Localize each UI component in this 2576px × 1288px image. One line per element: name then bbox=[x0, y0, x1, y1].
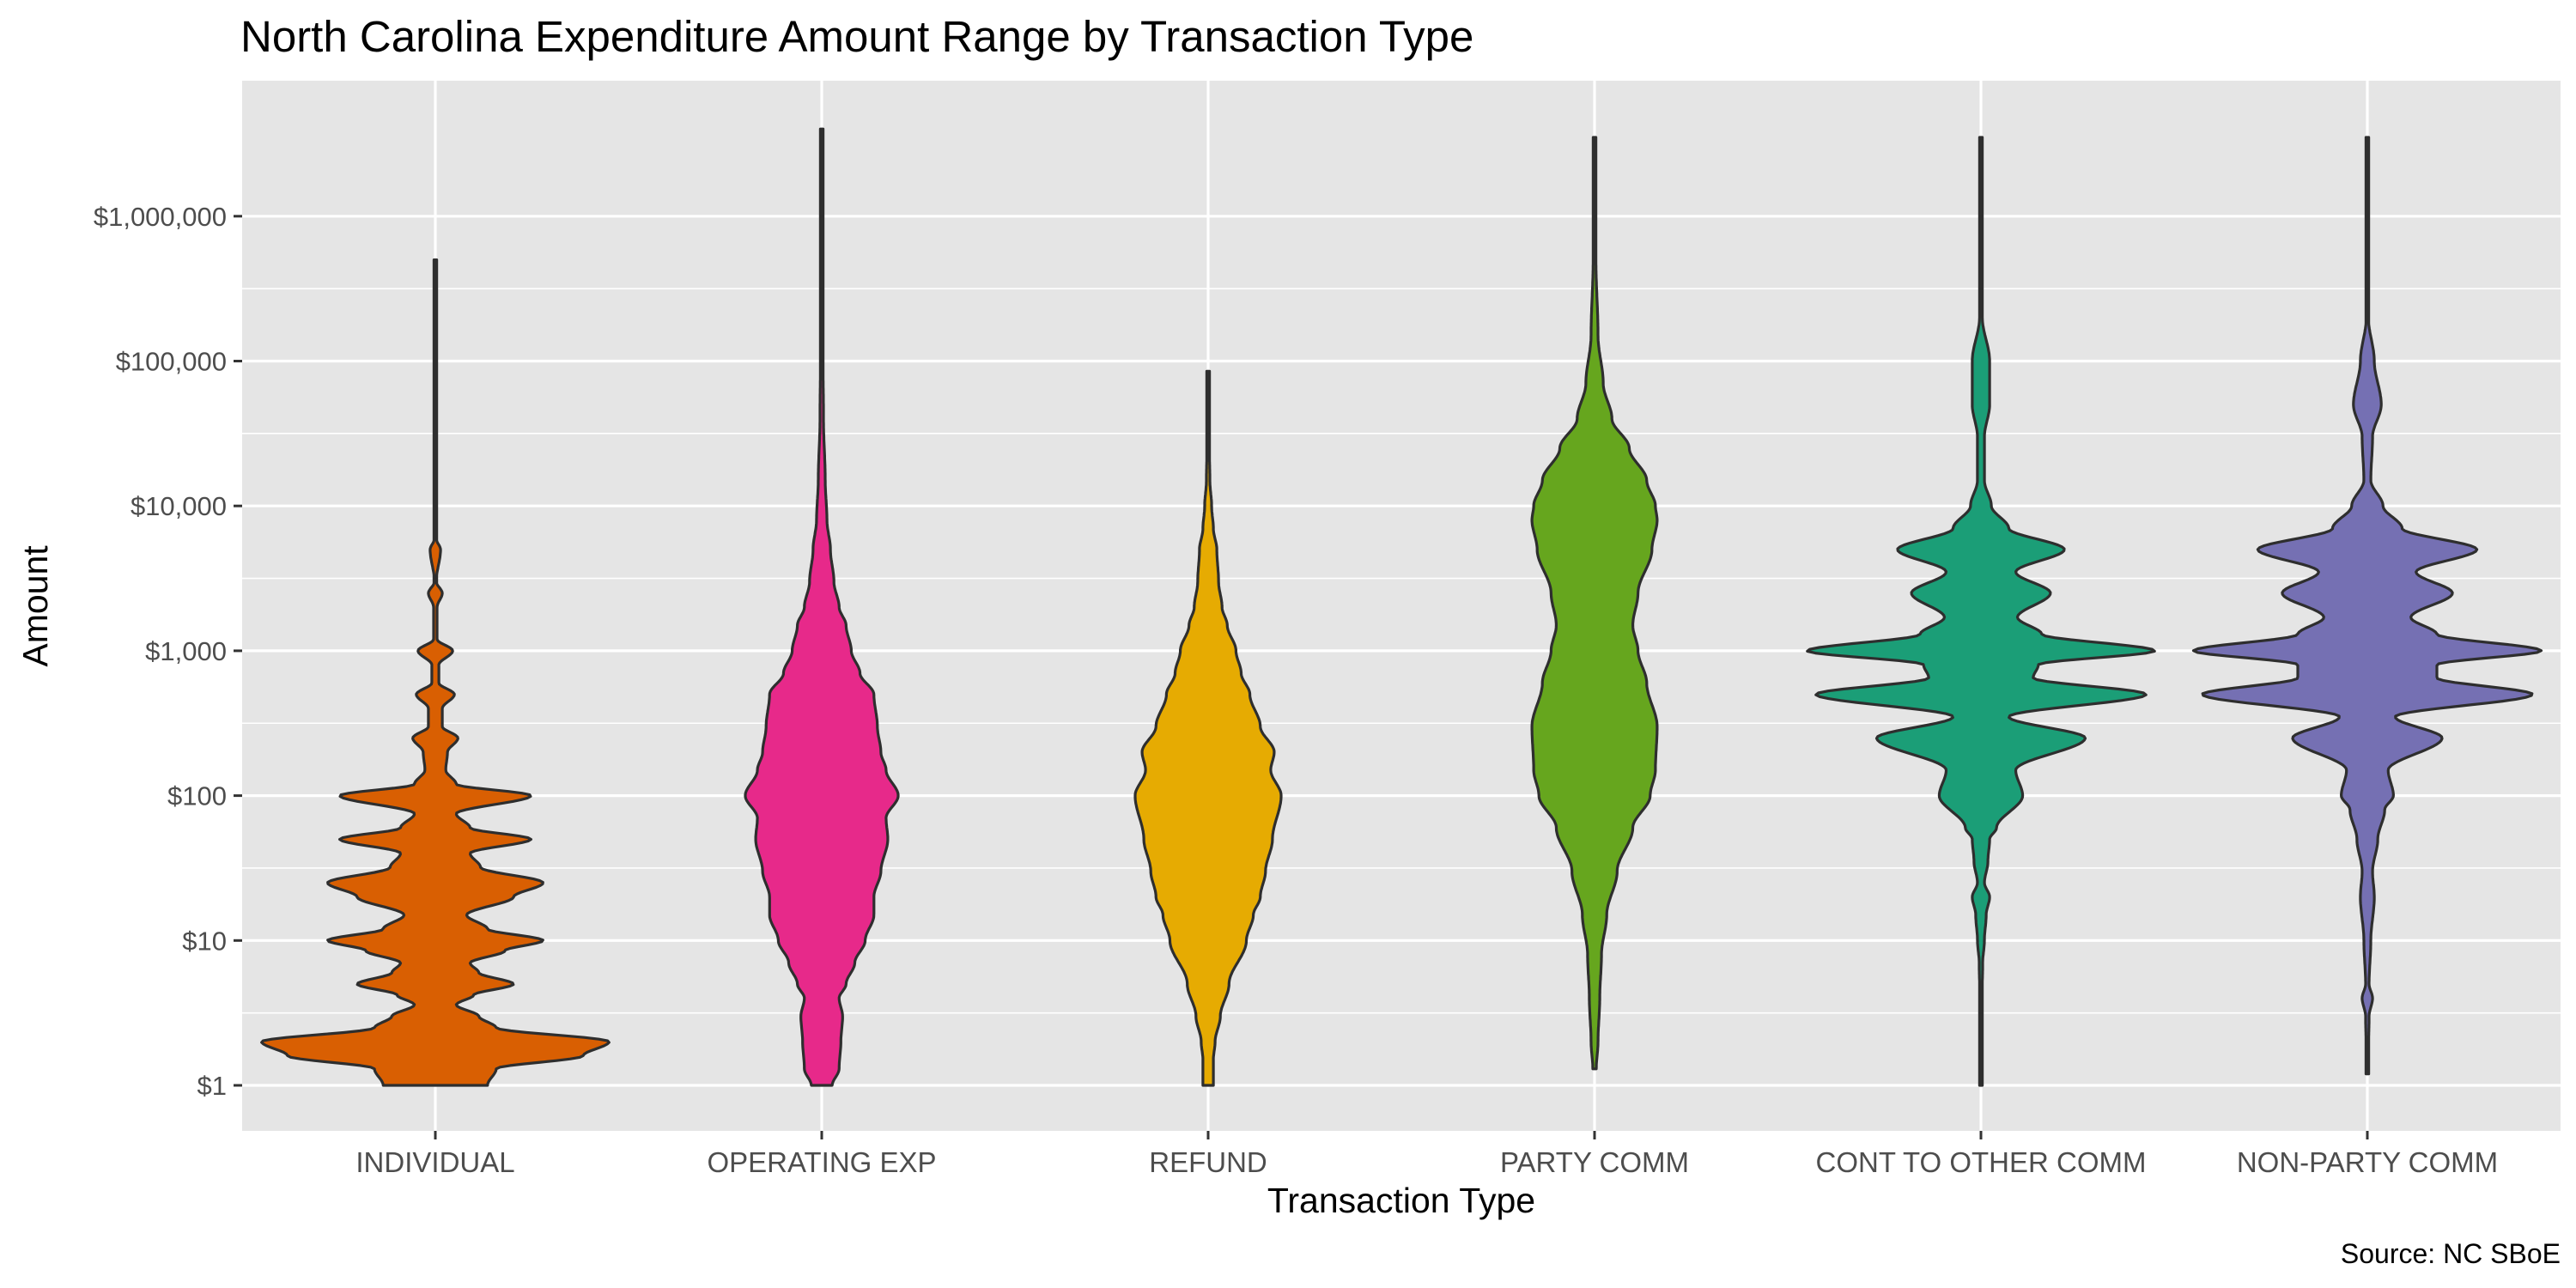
violin-cont-to-other-comm bbox=[1806, 136, 2156, 1087]
violin-series-group bbox=[260, 127, 2543, 1087]
x-tick-label: CONT TO OTHER COMM bbox=[1815, 1146, 2146, 1178]
x-tick-label: INDIVIDUAL bbox=[355, 1146, 514, 1178]
y-tick-label: $1 bbox=[197, 1071, 227, 1101]
x-axis: INDIVIDUAL OPERATING EXP REFUND PARTY COMM C… bbox=[355, 1131, 2498, 1178]
chart-caption: Source: NC SBoE bbox=[2340, 1238, 2561, 1269]
x-tick-label: PARTY COMM bbox=[1500, 1146, 1689, 1178]
violin-refund bbox=[1133, 369, 1283, 1087]
plot-panel-background bbox=[242, 81, 2561, 1131]
violin-individual bbox=[260, 258, 611, 1087]
y-tick-label: $1,000 bbox=[145, 636, 227, 666]
y-tick-label: $100,000 bbox=[116, 347, 227, 377]
y-axis-title: Amount bbox=[15, 545, 55, 667]
violin-non-party-comm bbox=[2191, 136, 2543, 1076]
x-axis-title: Transaction Type bbox=[1267, 1181, 1535, 1220]
y-tick-label: $10 bbox=[182, 926, 227, 956]
chart-title: North Carolina Expenditure Amount Range … bbox=[240, 12, 1474, 61]
y-tick-label: $10,000 bbox=[131, 491, 227, 521]
y-tick-label: $1,000,000 bbox=[94, 202, 227, 232]
x-tick-label: NON-PARTY COMM bbox=[2237, 1146, 2498, 1178]
minor-gridlines bbox=[242, 288, 2561, 1014]
violin-party-comm bbox=[1530, 136, 1659, 1071]
y-axis: $1 $10 $100 $1,000 $10,000 $100,000 $1,000,000 bbox=[94, 202, 242, 1101]
x-tick-label: OPERATING EXP bbox=[707, 1146, 936, 1178]
x-tick-label: REFUND bbox=[1149, 1146, 1267, 1178]
violin-operating-exp bbox=[744, 127, 900, 1087]
y-tick-label: $100 bbox=[167, 781, 227, 811]
